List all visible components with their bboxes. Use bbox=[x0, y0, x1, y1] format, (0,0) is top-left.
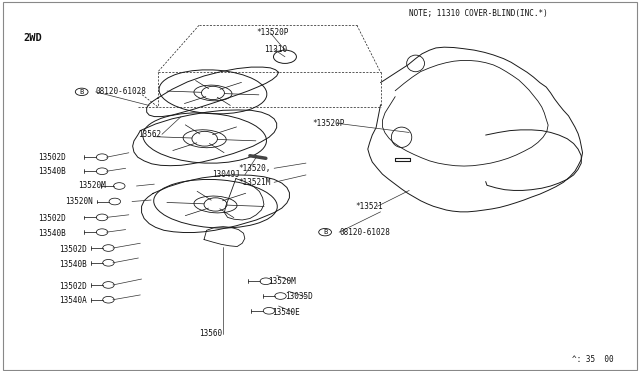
Text: B: B bbox=[79, 89, 84, 95]
Text: 13502D: 13502D bbox=[59, 245, 86, 254]
Text: 13035D: 13035D bbox=[285, 292, 313, 301]
Text: 13502D: 13502D bbox=[38, 214, 66, 223]
Text: 13502D: 13502D bbox=[38, 153, 66, 162]
Text: *13520P: *13520P bbox=[312, 119, 345, 128]
Text: 13520M: 13520M bbox=[78, 181, 106, 190]
Text: 13560: 13560 bbox=[199, 329, 222, 338]
Text: *13520P: *13520P bbox=[256, 28, 289, 37]
Text: 13520M: 13520M bbox=[268, 277, 296, 286]
Text: *13521M: *13521M bbox=[239, 178, 271, 187]
Text: NOTE; 11310 COVER-BLIND(INC.*): NOTE; 11310 COVER-BLIND(INC.*) bbox=[409, 9, 548, 18]
Text: 11310: 11310 bbox=[264, 45, 287, 54]
Text: 13540B: 13540B bbox=[59, 260, 86, 269]
Text: *13520,: *13520, bbox=[239, 164, 271, 173]
Text: 13049J: 13049J bbox=[212, 170, 239, 179]
Text: *13521: *13521 bbox=[355, 202, 383, 211]
Text: 13540E: 13540E bbox=[272, 308, 300, 317]
Text: 2WD: 2WD bbox=[24, 33, 42, 43]
Text: ^: 35  00: ^: 35 00 bbox=[572, 355, 613, 364]
Text: 13540A: 13540A bbox=[59, 296, 86, 305]
Text: 13502D: 13502D bbox=[59, 282, 86, 291]
Text: 13540B: 13540B bbox=[38, 167, 66, 176]
Text: B: B bbox=[323, 229, 327, 235]
Text: 13540B: 13540B bbox=[38, 229, 66, 238]
Text: 08120-61028: 08120-61028 bbox=[96, 87, 147, 96]
Text: 13562: 13562 bbox=[138, 130, 161, 139]
Text: 08120-61028: 08120-61028 bbox=[339, 228, 390, 237]
Text: 13520N: 13520N bbox=[65, 197, 93, 206]
